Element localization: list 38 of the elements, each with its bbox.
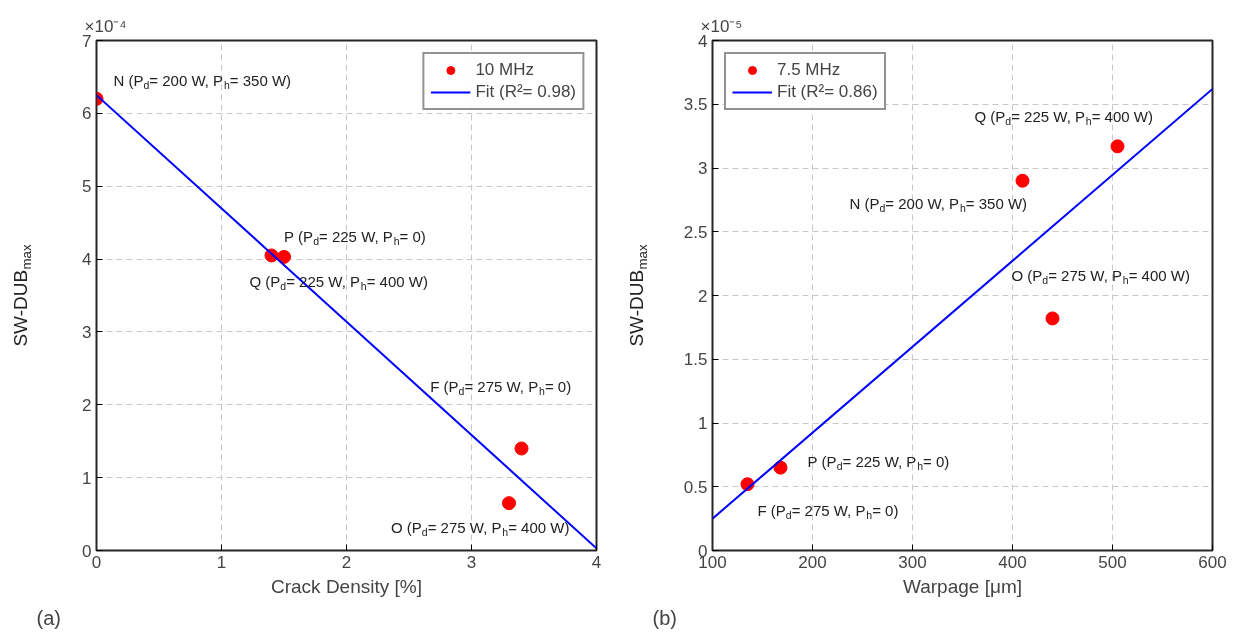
y-tick-label: 0.5 — [683, 477, 708, 497]
x-tick-label: 400 — [998, 552, 1027, 572]
x-tick-label: 2 — [341, 552, 352, 572]
y-tick-label: 3.5 — [683, 95, 708, 115]
y-tick-label: 1 — [82, 468, 92, 488]
text: (a) — [36, 606, 61, 629]
legend-label: 10 MHz — [475, 60, 534, 80]
x-tick-label: 1 — [216, 552, 227, 572]
y-tick-label: 3 — [698, 159, 708, 178]
y-tick-label: 3 — [82, 322, 92, 342]
point — [1045, 311, 1060, 326]
y-tick-label: 2 — [82, 395, 92, 415]
x-axis-title: Warpage [μm] — [903, 575, 1023, 597]
y-tick-label: 1 — [698, 414, 708, 433]
legend-label: Fit (R²= 0.86) — [777, 82, 878, 102]
y-tick-label: 4 — [82, 250, 92, 270]
y-tick-label: 6 — [82, 104, 92, 124]
legend-label: Fit (R²= 0.98) — [475, 82, 576, 102]
x-tick-label: 4 — [591, 552, 602, 572]
y-tick-label: 2 — [698, 286, 708, 306]
x-tick-label: 3 — [466, 552, 477, 572]
point — [1110, 139, 1125, 154]
x-tick-label: 600 — [1198, 552, 1227, 572]
y-axis-title: SW-DUBmax — [10, 244, 35, 347]
y-tick-label: 5 — [82, 177, 92, 197]
point — [502, 496, 516, 511]
legend-label: 7.5 MHz — [777, 60, 841, 80]
x-axis-title: Crack Density [%] — [271, 575, 422, 597]
x-tick-label: 300 — [898, 552, 927, 572]
x-tick-label: 500 — [1098, 552, 1127, 572]
point — [277, 249, 291, 264]
y-tick-label: 2.5 — [683, 222, 708, 242]
point — [514, 441, 529, 456]
y-axis-title: SW-DUBmax — [626, 244, 651, 347]
text: (b) — [652, 606, 677, 629]
y-tick-label: 1.5 — [683, 350, 708, 370]
x-tick-label: 200 — [798, 552, 827, 572]
point — [1015, 173, 1030, 188]
